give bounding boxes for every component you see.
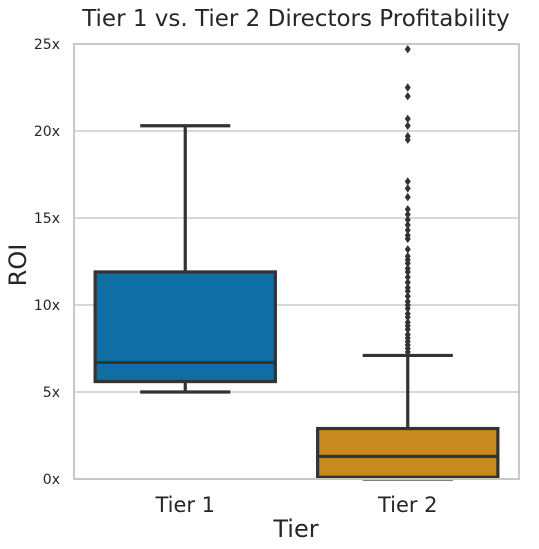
outlier-point (404, 304, 411, 313)
outlier-point (404, 92, 411, 101)
box-group (93, 124, 277, 394)
x-tick-label: Tier 2 (377, 493, 438, 517)
outlier-point (404, 135, 411, 144)
outlier-point (404, 325, 411, 334)
outlier-point (404, 292, 411, 301)
outlier-point (404, 220, 411, 230)
x-axis-label: Tier (272, 515, 318, 543)
plot-frame (73, 43, 520, 480)
outlier-point (404, 267, 411, 277)
outlier-point (404, 272, 411, 282)
outlier-point (404, 45, 411, 54)
outlier-point (404, 210, 411, 219)
x-ticks: Tier 1 Tier 2 (154, 493, 437, 517)
outlier-point (404, 225, 411, 235)
iqr-box (316, 426, 500, 479)
outlier-point (404, 215, 411, 224)
box-group (316, 45, 500, 481)
x-tick-label: Tier 1 (154, 493, 215, 517)
outlier-point (404, 259, 411, 268)
outlier-point (404, 184, 411, 193)
iqr-box (93, 270, 277, 384)
outlier-point (404, 347, 411, 357)
outlier-point (404, 278, 411, 287)
outlier-point (404, 312, 411, 322)
chart-title: Tier 1 vs. Tier 2 Directors Profitabilit… (81, 6, 510, 32)
y-tick-label: 20x (34, 124, 60, 140)
outlier-point (404, 245, 411, 254)
outlier-point (404, 286, 411, 296)
y-axis-label: ROI (4, 244, 32, 287)
y-tick-label: 10x (34, 298, 60, 314)
y-ticks: 0x 5x 10x 15x 20x 25x (34, 37, 60, 488)
y-tick-label: 15x (34, 211, 60, 227)
y-tick-label: 5x (43, 385, 60, 401)
outlier-point (404, 83, 411, 92)
outlier-point (404, 114, 411, 124)
outlier-point (404, 192, 411, 202)
outlier-point (404, 234, 411, 244)
outlier-point (404, 205, 411, 214)
outlier-point (404, 121, 411, 130)
y-tick-label: 0x (43, 472, 60, 488)
boxes (93, 45, 500, 481)
y-tick-label: 25x (34, 37, 60, 53)
outlier-point (404, 177, 411, 186)
